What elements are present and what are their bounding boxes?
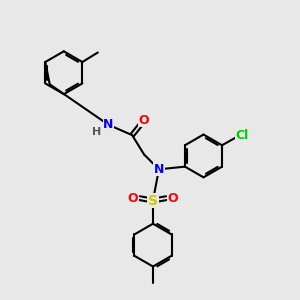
Text: O: O — [128, 192, 138, 205]
Text: S: S — [148, 194, 158, 208]
Text: N: N — [103, 118, 114, 131]
Text: N: N — [154, 163, 164, 176]
Text: Cl: Cl — [236, 129, 249, 142]
Text: O: O — [168, 192, 178, 205]
Text: H: H — [92, 127, 102, 137]
Text: O: O — [139, 114, 149, 127]
